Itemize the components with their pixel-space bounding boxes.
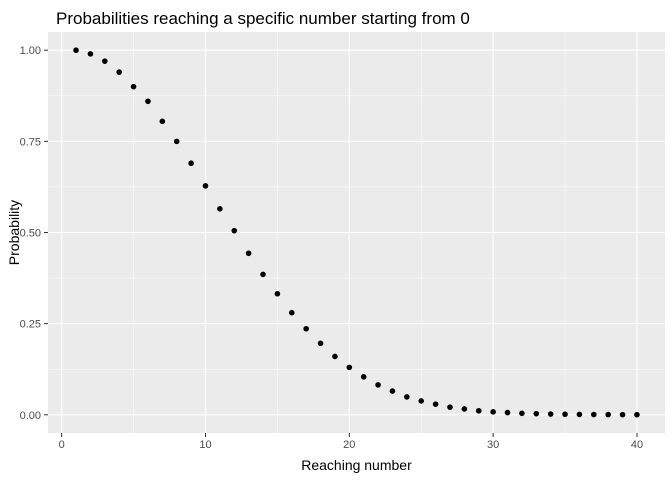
data-point — [231, 227, 238, 234]
data-point — [634, 411, 640, 418]
data-point — [504, 409, 511, 416]
data-point — [274, 290, 281, 297]
data-point — [145, 98, 151, 105]
data-point — [87, 51, 94, 57]
data-point — [73, 47, 79, 54]
data-point — [519, 410, 525, 417]
y-tick-label: 0.75 — [20, 136, 41, 148]
data-point — [461, 406, 468, 412]
data-point — [533, 410, 540, 417]
x-axis: 0 10 20 30 40 — [59, 433, 643, 451]
data-point — [447, 404, 453, 410]
data-point — [116, 69, 122, 75]
data-point — [619, 411, 626, 418]
data-point — [288, 309, 295, 316]
y-axis-title: Probability — [6, 200, 22, 265]
data-point — [547, 411, 554, 417]
data-point — [332, 353, 338, 360]
y-axis: 0.00 0.25 0.50 0.75 1.00 — [20, 45, 48, 422]
data-point — [173, 138, 180, 145]
x-axis-title: Reaching number — [301, 457, 412, 473]
x-tick-label: 20 — [343, 439, 355, 451]
x-tick-label: 0 — [59, 439, 65, 451]
y-tick-label: 1.00 — [20, 45, 41, 57]
data-point — [404, 394, 410, 400]
y-tick-label: 0.25 — [20, 319, 41, 331]
data-point — [217, 206, 223, 212]
data-point — [303, 325, 309, 332]
data-point — [130, 83, 137, 90]
x-tick-label: 10 — [199, 439, 211, 451]
data-point — [159, 118, 166, 125]
data-point — [576, 411, 583, 418]
data-point — [389, 388, 396, 394]
data-point — [475, 407, 482, 414]
x-tick-label: 40 — [631, 439, 643, 451]
data-point — [418, 398, 425, 404]
data-point — [346, 364, 353, 371]
x-tick-label: 30 — [487, 439, 499, 451]
data-point — [317, 340, 324, 347]
y-tick-label: 0.00 — [20, 410, 41, 422]
data-point — [605, 411, 611, 418]
data-point — [245, 250, 252, 257]
chart-title: Probabilities reaching a specific number… — [56, 9, 470, 28]
data-points — [73, 47, 640, 418]
data-point — [562, 411, 568, 418]
data-point — [432, 401, 439, 408]
y-tick-label: 0.50 — [20, 228, 41, 240]
data-point — [490, 409, 496, 415]
data-point — [591, 411, 597, 418]
data-point — [102, 58, 108, 64]
data-point — [188, 160, 194, 167]
data-point — [260, 271, 266, 278]
data-point — [202, 183, 209, 189]
data-point — [360, 374, 367, 380]
data-point — [375, 382, 381, 388]
